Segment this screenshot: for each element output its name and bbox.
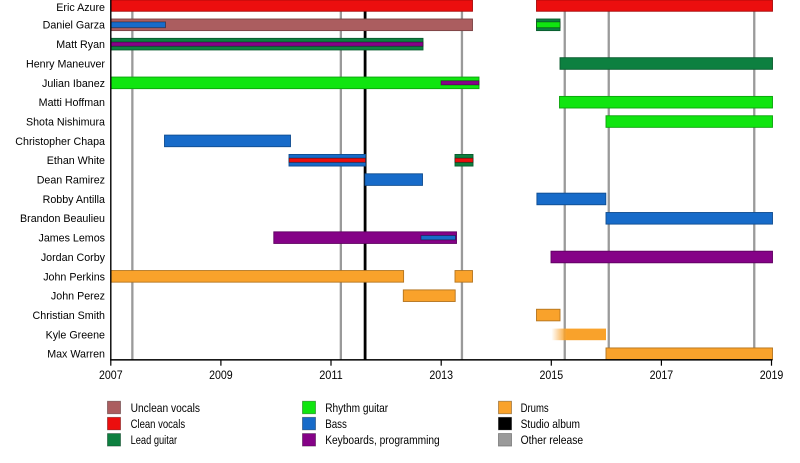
svg-text:2015: 2015 <box>540 368 564 382</box>
svg-text:Kyle Greene: Kyle Greene <box>46 329 105 341</box>
svg-text:Rhythm guitar: Rhythm guitar <box>325 401 388 415</box>
svg-text:Christian Smith: Christian Smith <box>33 310 106 322</box>
svg-text:Christopher Chapa: Christopher Chapa <box>15 136 105 148</box>
svg-text:Eric Azure: Eric Azure <box>56 2 105 14</box>
svg-text:John Perkins: John Perkins <box>43 271 105 283</box>
svg-text:Robby Antilla: Robby Antilla <box>43 194 105 206</box>
svg-text:Henry Maneuver: Henry Maneuver <box>26 58 105 70</box>
svg-text:2011: 2011 <box>319 368 343 382</box>
svg-text:Daniel Garza: Daniel Garza <box>43 20 105 32</box>
svg-text:John Perez: John Perez <box>51 291 105 303</box>
svg-text:Studio album: Studio album <box>521 417 580 431</box>
svg-text:Lead guitar: Lead guitar <box>131 433 178 447</box>
svg-text:2019: 2019 <box>760 368 784 382</box>
svg-text:James Lemos: James Lemos <box>38 233 105 245</box>
svg-text:2013: 2013 <box>429 368 453 382</box>
svg-text:Dean Ramirez: Dean Ramirez <box>37 175 105 187</box>
svg-text:Matti Hoffman: Matti Hoffman <box>39 97 105 109</box>
svg-text:Matt Ryan: Matt Ryan <box>56 39 105 51</box>
svg-text:Shota Nishimura: Shota Nishimura <box>26 116 105 128</box>
svg-text:Brandon Beaulieu: Brandon Beaulieu <box>20 213 105 225</box>
svg-text:2017: 2017 <box>650 368 674 382</box>
svg-text:Unclean vocals: Unclean vocals <box>131 401 200 415</box>
svg-text:Ethan White: Ethan White <box>47 155 105 167</box>
svg-text:Max Warren: Max Warren <box>47 349 105 361</box>
svg-text:Bass: Bass <box>325 417 347 431</box>
svg-text:2009: 2009 <box>209 368 233 382</box>
svg-text:Clean vocals: Clean vocals <box>131 417 186 431</box>
svg-text:Drums: Drums <box>521 401 549 415</box>
svg-text:2007: 2007 <box>99 368 123 382</box>
svg-text:Other release: Other release <box>521 433 584 447</box>
svg-text:Jordan Corby: Jordan Corby <box>41 252 106 264</box>
svg-text:Keyboards, programming: Keyboards, programming <box>325 433 440 447</box>
svg-text:Julian Ibanez: Julian Ibanez <box>42 78 105 90</box>
